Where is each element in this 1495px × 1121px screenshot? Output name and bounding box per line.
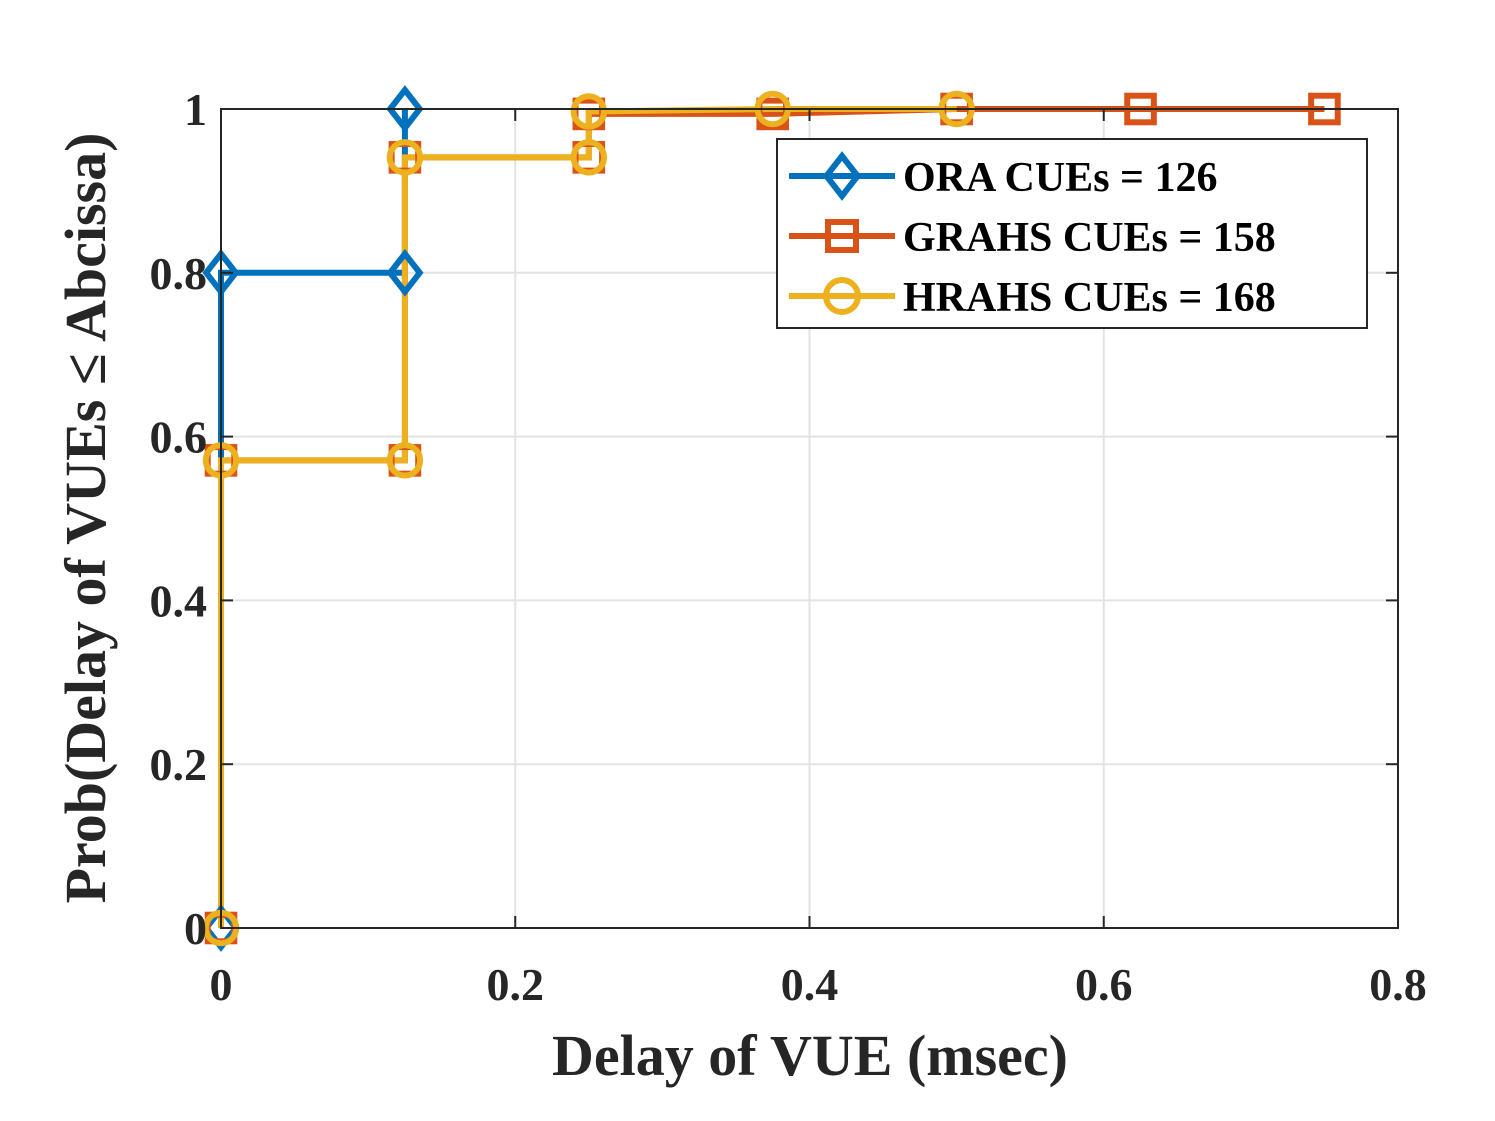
y-tick-label: 0.8 bbox=[150, 248, 208, 299]
axis-ticks: 0 0.2 0.4 0.6 0.8 0 0.2 0.4 0.6 0.8 1 bbox=[150, 84, 1427, 1010]
circle-marker bbox=[570, 139, 608, 176]
series-markers bbox=[202, 85, 1341, 952]
y-tick-label: 0 bbox=[184, 903, 207, 954]
y-tick-label: 0.2 bbox=[150, 739, 208, 790]
diamond-marker bbox=[202, 904, 240, 952]
circle-marker bbox=[386, 139, 424, 176]
x-tick-label: 0.8 bbox=[1369, 959, 1427, 1010]
x-tick-label: 0.4 bbox=[781, 959, 839, 1010]
legend-label: GRAHS CUEs = 158 bbox=[903, 215, 1276, 261]
diamond-marker bbox=[386, 248, 424, 297]
legend-label: HRAHS CUEs = 168 bbox=[903, 275, 1276, 321]
diamond-marker bbox=[386, 85, 424, 133]
series-line-diamond bbox=[218, 109, 408, 928]
x-tick-label: 0.2 bbox=[487, 959, 545, 1010]
legend: ORA CUEs = 126 GRAHS CUEs = 158 HRAHS CUEs… bbox=[776, 138, 1368, 329]
x-tick-label: 0.6 bbox=[1075, 959, 1133, 1010]
circle-marker bbox=[570, 93, 608, 130]
diamond-marker bbox=[822, 151, 862, 201]
legend-label: ORA CUEs = 126 bbox=[903, 155, 1217, 201]
y-tick-label: 1 bbox=[184, 84, 207, 135]
circle-marker bbox=[823, 277, 861, 315]
square-marker bbox=[825, 219, 859, 253]
y-axis-label: Prob(Delay of VUEs ≤ Abcissa) bbox=[53, 133, 118, 904]
x-tick-label: 0 bbox=[210, 959, 233, 1010]
circle-marker bbox=[386, 442, 424, 479]
y-tick-label: 0.4 bbox=[150, 575, 208, 626]
x-axis-label: Delay of VUE (msec) bbox=[552, 1023, 1068, 1088]
y-tick-label: 0.6 bbox=[150, 412, 208, 463]
